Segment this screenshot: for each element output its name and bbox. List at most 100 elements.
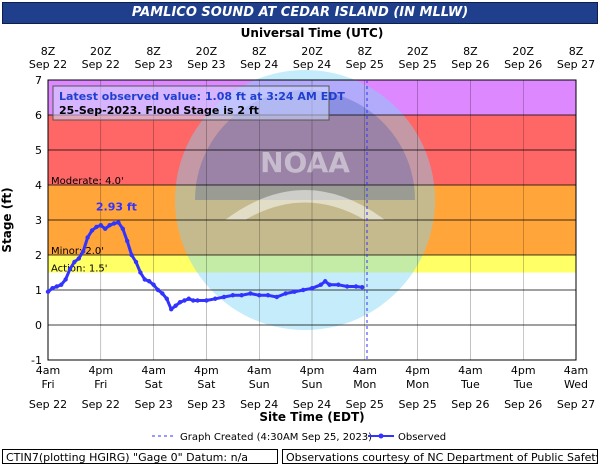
observed-point (169, 307, 174, 312)
observed-point (107, 223, 112, 228)
observed-point (67, 266, 73, 272)
top-tick-label-date: Sep 27 (557, 58, 595, 71)
legend-observed-label: Observed (398, 432, 446, 443)
observed-point (98, 223, 104, 228)
observed-point (59, 282, 64, 287)
annotation-latest-value: Latest observed value: 1.08 ft at 3:24 A… (59, 90, 345, 103)
top-tick-label-hour: 20Z (301, 45, 323, 58)
observed-point (186, 296, 191, 301)
bottom-tick-label-hour: 4am (141, 364, 165, 377)
noaa-logo-gull (225, 190, 385, 220)
bottom-tick-label-day: Tue (460, 378, 480, 391)
bottom-tick-label-date: Sep 25 (398, 398, 436, 411)
top-tick-label-date: Sep 26 (451, 58, 489, 71)
observed-point (129, 252, 134, 258)
observed-point (323, 279, 328, 284)
top-tick-label-hour: 20Z (196, 45, 218, 58)
observed-point (182, 298, 187, 303)
observed-point (301, 287, 306, 293)
observed-point (265, 293, 271, 298)
bottom-tick-label-day: Mon (406, 378, 429, 391)
bottom-tick-label-hour: 4am (353, 364, 377, 377)
observed-point (155, 287, 161, 293)
top-tick-label-date: Sep 22 (82, 58, 120, 71)
top-tick-label-hour: 8Z (358, 45, 373, 58)
top-tick-label-hour: 20Z (512, 45, 534, 58)
top-tick-label-date: Sep 24 (240, 58, 278, 71)
stage-label: Minor: 2.0' (51, 246, 104, 257)
bottom-tick-label-date: Sep 26 (451, 398, 489, 411)
y-tick-label: 2 (35, 249, 42, 262)
observed-point (120, 226, 126, 231)
chart-title: PAMLICO SOUND AT CEDAR ISLAND (IN MLLW) (131, 5, 469, 20)
top-tick-label-hour: 8Z (463, 45, 478, 58)
y-tick-label: 4 (35, 179, 42, 192)
observed-point (239, 293, 244, 298)
observed-point (204, 298, 209, 303)
bottom-tick-label-day: Sun (249, 378, 270, 391)
observed-point (85, 235, 90, 240)
observed-point (147, 279, 152, 284)
observed-point (248, 291, 253, 296)
bottom-tick-label-day: Sat (197, 378, 216, 391)
top-tick-label-date: Sep 25 (398, 58, 436, 71)
bottom-tick-label-date: Sep 23 (187, 398, 225, 411)
bottom-tick-label-hour: 4pm (300, 364, 325, 377)
annotation-flood-stage: 25-Sep-2023. Flood Stage is 2 ft (59, 104, 259, 117)
y-tick-label: 7 (35, 74, 42, 87)
bottom-tick-label-day: Wed (564, 378, 588, 391)
top-tick-label-date: Sep 26 (504, 58, 542, 71)
bottom-tick-label-day: Sat (145, 378, 164, 391)
observed-point (173, 303, 178, 308)
observed-point (54, 284, 59, 289)
observed-point (133, 259, 139, 265)
top-tick-label-hour: 20Z (407, 45, 429, 58)
top-tick-label-date: Sep 23 (187, 58, 225, 71)
observed-point (274, 294, 279, 300)
legend-observed-marker (378, 433, 384, 439)
bottom-tick-label-date: Sep 27 (557, 398, 595, 411)
stage-label: Moderate: 4.0' (51, 176, 124, 187)
footer-datum: CTIN7(plotting HGIRG) "Gage 0" Datum: n/… (2, 449, 278, 464)
y-tick-label: 5 (35, 144, 42, 157)
bottom-tick-label-day: Mon (353, 378, 376, 391)
observed-point (318, 282, 323, 287)
y-axis-label: Stage (ft) (0, 187, 14, 252)
bottom-tick-label-day: Tue (513, 378, 533, 391)
top-tick-label-hour: 20Z (90, 45, 112, 58)
observed-point (359, 285, 365, 290)
bottom-tick-label-date: Sep 24 (240, 398, 278, 411)
bottom-tick-label-day: Fri (41, 378, 54, 391)
bottom-tick-label-hour: 4am (247, 364, 271, 377)
observed-point (292, 289, 297, 294)
observed-point (213, 296, 218, 301)
observed-point (230, 293, 235, 298)
observed-point (89, 228, 95, 233)
bottom-tick-label-hour: 4pm (88, 364, 113, 377)
observed-point (221, 294, 227, 300)
bottom-axis-label: Site Time (EDT) (259, 410, 364, 424)
top-tick-label-date: Sep 23 (134, 58, 172, 71)
observed-point (177, 300, 183, 305)
observed-point (63, 277, 68, 282)
bottom-tick-label-date: Sep 26 (504, 398, 542, 411)
top-tick-label-hour: 8Z (569, 45, 584, 58)
observed-point (309, 286, 315, 291)
bottom-tick-label-date: Sep 25 (346, 398, 384, 411)
bottom-tick-label-hour: 4am (36, 364, 60, 377)
observed-point (160, 291, 165, 296)
y-tick-label: -1 (31, 354, 42, 367)
top-tick-label-hour: 8Z (252, 45, 267, 58)
observed-point (138, 270, 143, 275)
plot-border (47, 79, 577, 361)
footer-credits: Observations courtesy of NC Department o… (282, 449, 598, 464)
y-tick-label: 3 (35, 214, 42, 227)
observed-point (195, 298, 200, 303)
bottom-tick-label-date: Sep 22 (29, 398, 67, 411)
y-tick-label: 6 (35, 109, 42, 122)
top-tick-label-hour: 8Z (41, 45, 56, 58)
observed-point (72, 259, 77, 265)
observed-point (345, 284, 350, 289)
observed-point (257, 293, 262, 298)
